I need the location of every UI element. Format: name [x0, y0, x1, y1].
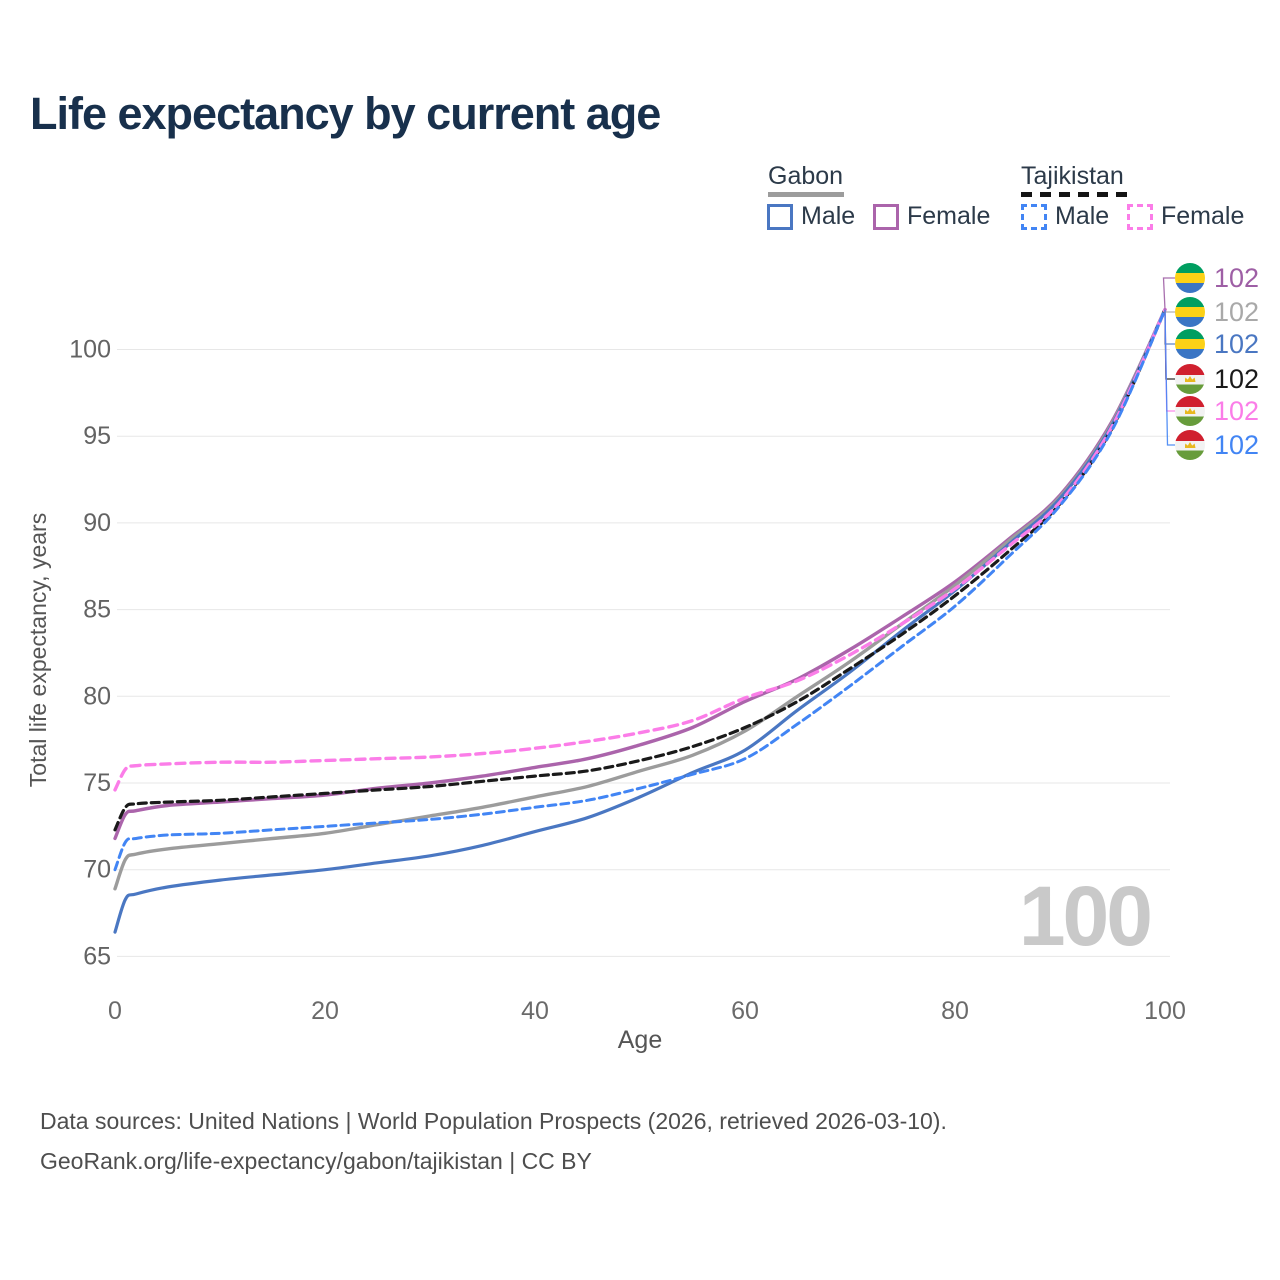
end-label-connector-1 [1162, 277, 1175, 310]
tajikistan-flag-icon [1175, 364, 1205, 394]
gabon-flag-icon [1175, 329, 1205, 359]
legend-tajikistan-header[interactable]: Tajikistan [1021, 162, 1124, 190]
end-value: 102 [1214, 263, 1260, 293]
page-title: Life expectancy by current age [30, 88, 661, 139]
x-tick-label-60: 60 [731, 997, 759, 1025]
y-tick-label-90: 90 [83, 509, 111, 537]
series-line-tajikistan-female[interactable] [113, 307, 1167, 792]
end-label-tajikistan-female: 102 [1175, 396, 1259, 426]
end-label-tajikistan-all: 102 [1175, 364, 1259, 394]
end-label-gabon-all: 102 [1175, 297, 1259, 327]
crown-emblem [1184, 442, 1196, 448]
legend-label: Female [1161, 202, 1245, 230]
series-line-tajikistan-both-sexes[interactable] [113, 308, 1167, 832]
crown-emblem [1184, 408, 1196, 414]
gabon-male-color-box [767, 203, 793, 230]
series-line-gabon-both-sexes[interactable] [113, 307, 1167, 891]
tajikistan-flag-icon [1175, 430, 1205, 460]
series-line-tajikistan-male[interactable] [113, 308, 1167, 872]
y-tick-label-85: 85 [83, 596, 111, 624]
age-frame-watermark: 100 [1018, 869, 1153, 963]
y-tick-label-75: 75 [83, 769, 111, 797]
y-tick-label-70: 70 [83, 856, 111, 884]
series-line-gabon-female[interactable] [113, 307, 1167, 841]
legend-item-tajikistan-female[interactable]: Female [1127, 203, 1244, 230]
crown-emblem [1184, 376, 1196, 382]
legend-item-gabon-female[interactable]: Female [873, 203, 990, 230]
y-tick-label-80: 80 [83, 682, 111, 710]
legend-item-gabon-male[interactable]: Male [767, 203, 855, 230]
x-tick-label-0: 0 [108, 997, 122, 1025]
x-tick-label-40: 40 [521, 997, 549, 1025]
legend-item-tajikistan-male[interactable]: Male [1021, 203, 1109, 230]
y-tick-label-100: 100 [69, 336, 111, 364]
legend-label: Female [907, 202, 991, 230]
x-axis-title: Age [618, 1026, 662, 1054]
end-label-gabon-female: 102 [1175, 263, 1259, 293]
data-source-line: Data sources: United Nations | World Pop… [40, 1108, 947, 1134]
end-label-gabon-male: 102 [1175, 329, 1259, 359]
y-tick-label-95: 95 [83, 422, 111, 450]
legend-label: Male [801, 202, 856, 230]
tajikistan-male-color-box [1021, 203, 1047, 230]
end-value: 102 [1214, 430, 1260, 460]
tajikistan-female-color-box [1127, 203, 1153, 230]
gabon-solid-line-swatch [768, 192, 844, 197]
end-value: 102 [1214, 364, 1260, 394]
end-value: 102 [1214, 396, 1260, 426]
legend-gabon-header[interactable]: Gabon [768, 162, 844, 190]
legend-label: Male [1055, 202, 1110, 230]
tajikistan-dashed-line-swatch [1021, 192, 1128, 197]
x-tick-label-80: 80 [941, 997, 969, 1025]
end-value: 102 [1214, 297, 1260, 327]
tajikistan-flag-icon [1175, 396, 1205, 426]
attribution-line[interactable]: GeoRank.org/life-expectancy/gabon/tajiki… [40, 1148, 592, 1174]
y-axis-title: Total life expectancy, years [25, 513, 51, 787]
x-tick-label-20: 20 [311, 997, 339, 1025]
end-label-tajikistan-male: 102 [1175, 430, 1259, 460]
y-tick-label-65: 65 [83, 942, 111, 970]
gabon-female-color-box [873, 203, 899, 230]
end-label-connector-6 [1164, 309, 1175, 446]
gabon-flag-icon [1175, 263, 1205, 293]
x-tick-label-100: 100 [1144, 997, 1186, 1025]
end-label-connector-3 [1164, 309, 1175, 345]
end-value: 102 [1214, 329, 1260, 359]
gabon-flag-icon [1175, 297, 1205, 327]
